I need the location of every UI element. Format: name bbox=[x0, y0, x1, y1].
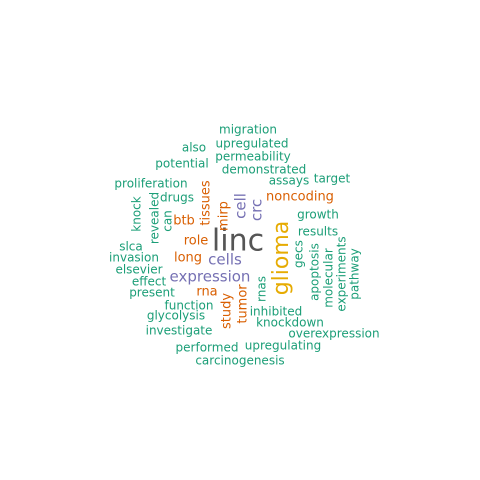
word-carcinogenesis: carcinogenesis bbox=[195, 354, 284, 368]
word-glioma: glioma bbox=[269, 221, 294, 296]
word-experiments: experiments bbox=[335, 236, 349, 311]
word-linc: linc bbox=[212, 224, 264, 259]
word-noncoding: noncoding bbox=[266, 190, 334, 205]
word-molecular: molecular bbox=[322, 248, 336, 308]
word-mirp: mirp bbox=[217, 201, 232, 231]
word-also: also bbox=[182, 141, 206, 155]
word-glycolysis: glycolysis bbox=[147, 309, 205, 323]
word-tumor: tumor bbox=[236, 284, 251, 324]
word-crc: crc bbox=[248, 199, 266, 221]
word-invasion: invasion bbox=[109, 251, 159, 265]
word-drugs: drugs bbox=[160, 191, 194, 205]
word-btb: btb bbox=[173, 214, 195, 229]
word-results: results bbox=[298, 225, 338, 239]
word-proliferation: proliferation bbox=[114, 177, 187, 191]
word-function: function bbox=[164, 299, 213, 313]
word-gecs: gecs bbox=[292, 240, 306, 268]
word-upregulating: upregulating bbox=[245, 339, 321, 353]
word-cells: cells bbox=[208, 251, 242, 269]
word-cell: cell bbox=[232, 193, 250, 219]
word-demonstrated: demonstrated bbox=[222, 163, 307, 177]
word-inhibited: inhibited bbox=[250, 305, 303, 319]
word-slca: slca bbox=[119, 240, 143, 254]
word-long: long bbox=[174, 251, 202, 266]
word-investigate: investigate bbox=[146, 324, 213, 338]
word-potential: potential bbox=[155, 157, 208, 171]
word-tissues: tissues bbox=[199, 180, 214, 225]
word-upregulated: upregulated bbox=[216, 137, 289, 151]
word-rnas: rnas bbox=[255, 276, 269, 302]
word-can: can bbox=[161, 210, 175, 232]
word-pathway: pathway bbox=[348, 248, 362, 300]
word-present: present bbox=[129, 286, 175, 300]
word-knockdown: knockdown bbox=[256, 316, 324, 330]
word-assays: assays bbox=[269, 174, 310, 188]
word-study: study bbox=[220, 293, 235, 329]
word-target: target bbox=[314, 172, 351, 186]
word-revealed: revealed bbox=[148, 192, 162, 244]
word-knock: knock bbox=[130, 196, 144, 231]
word-overexpression: overexpression bbox=[288, 327, 379, 341]
word-role: role bbox=[184, 234, 209, 249]
word-growth: growth bbox=[297, 208, 339, 222]
word-performed: performed bbox=[176, 341, 239, 355]
word-elsevier: elsevier bbox=[115, 263, 162, 277]
word-permeability: permeability bbox=[215, 150, 291, 164]
word-effect: effect bbox=[132, 275, 167, 289]
word-rna: rna bbox=[196, 285, 217, 300]
word-apoptosis: apoptosis bbox=[308, 243, 322, 301]
word-expression: expression bbox=[170, 268, 251, 286]
word-migration: migration bbox=[219, 123, 277, 137]
